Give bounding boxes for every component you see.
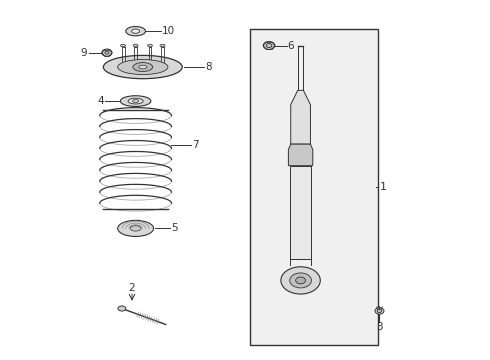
Ellipse shape [128, 98, 143, 104]
Text: 3: 3 [376, 322, 383, 332]
Ellipse shape [147, 44, 152, 47]
Bar [250, 30, 378, 345]
Ellipse shape [281, 267, 320, 294]
Ellipse shape [375, 308, 384, 314]
Ellipse shape [118, 306, 126, 311]
Text: 1: 1 [379, 182, 387, 192]
Ellipse shape [133, 44, 138, 47]
Text: 9: 9 [80, 48, 87, 58]
Ellipse shape [105, 51, 109, 54]
Ellipse shape [263, 41, 275, 49]
Ellipse shape [295, 277, 306, 284]
Ellipse shape [377, 309, 382, 312]
Ellipse shape [121, 96, 151, 107]
Text: 6: 6 [288, 41, 294, 50]
Ellipse shape [132, 29, 140, 33]
Text: 8: 8 [205, 62, 212, 72]
Polygon shape [289, 144, 313, 166]
Ellipse shape [103, 55, 182, 79]
Ellipse shape [132, 100, 139, 103]
Ellipse shape [139, 65, 147, 69]
Ellipse shape [126, 27, 146, 36]
Text: 7: 7 [192, 140, 199, 150]
Ellipse shape [160, 44, 165, 47]
Text: 4: 4 [98, 96, 104, 106]
Bar [290, 166, 311, 259]
Ellipse shape [118, 220, 153, 237]
Ellipse shape [133, 63, 153, 72]
Ellipse shape [118, 59, 168, 75]
Ellipse shape [102, 49, 112, 56]
Text: 10: 10 [162, 26, 175, 36]
Ellipse shape [290, 273, 312, 288]
Ellipse shape [266, 43, 272, 48]
Text: 5: 5 [171, 224, 177, 233]
Ellipse shape [130, 226, 141, 231]
Polygon shape [291, 90, 311, 144]
Ellipse shape [121, 44, 125, 47]
Text: 2: 2 [129, 283, 135, 293]
